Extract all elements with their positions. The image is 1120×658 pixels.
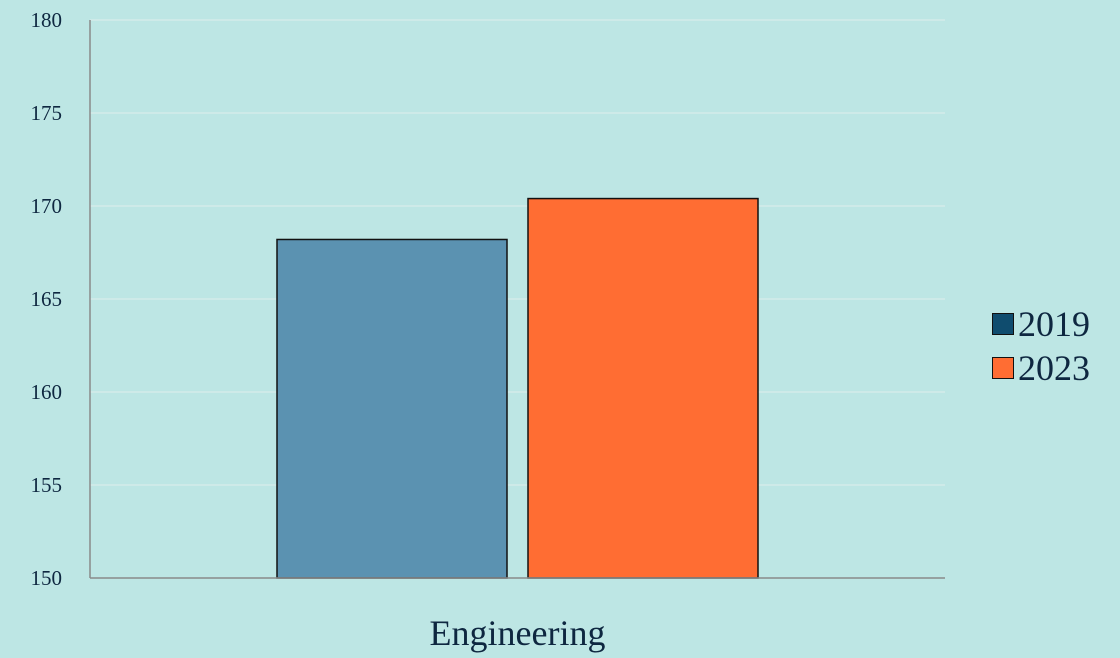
legend-item-2023: 2023 [992,346,1090,390]
legend-item-2019: 2019 [992,302,1090,346]
legend-swatch-2019 [992,313,1014,335]
y-tick-label: 165 [31,287,63,311]
y-tick-label: 180 [31,8,63,32]
legend-label-2023: 2023 [1018,348,1090,388]
y-tick-labels: 150 155 160 165 170 175 180 [31,8,63,590]
y-tick-label: 155 [31,473,63,497]
bars [276,197,759,579]
y-tick-label: 170 [31,194,63,218]
x-tick-label: Engineering [430,613,606,653]
bar-2019-engineering [276,238,508,579]
legend-label-2019: 2019 [1018,304,1090,344]
legend-swatch-2023 [992,357,1014,379]
gridlines [90,19,945,486]
bar-2023-engineering [527,197,759,579]
x-tick-labels: Engineering [430,613,606,653]
legend: 2019 2023 [992,302,1090,390]
axes [89,20,945,579]
y-tick-label: 175 [31,101,63,125]
y-tick-label: 150 [31,566,63,590]
y-tick-label: 160 [31,380,63,404]
